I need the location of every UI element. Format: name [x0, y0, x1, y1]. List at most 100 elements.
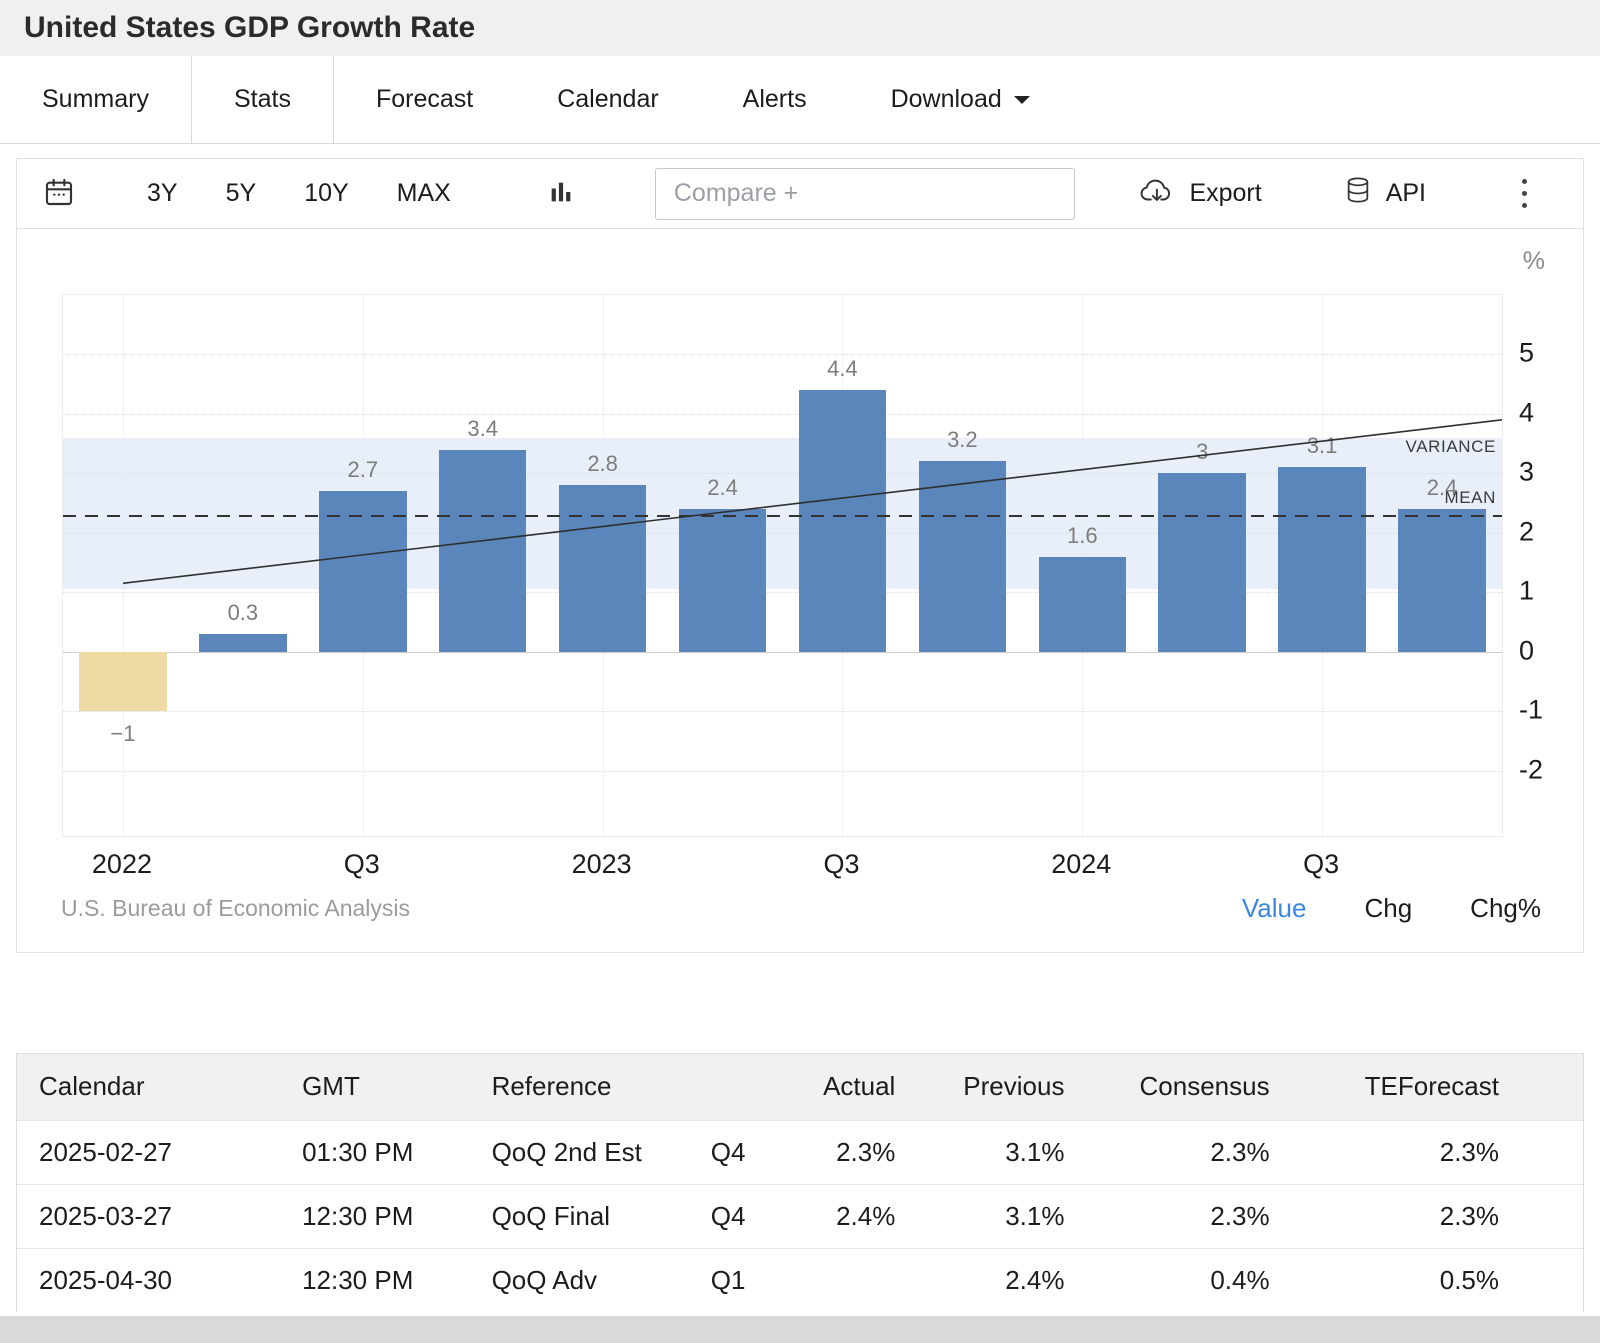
y-tick-label: 1	[1519, 575, 1535, 606]
bar	[678, 509, 767, 652]
gridline	[63, 592, 1502, 594]
bar-value-label: 4.4	[827, 356, 858, 382]
kebab-menu-icon	[1522, 176, 1527, 212]
database-icon	[1344, 175, 1372, 212]
cell: QoQ 2nd Est	[469, 1119, 689, 1184]
y-tick-label: 0	[1519, 635, 1535, 666]
y-tick-label: 5	[1519, 337, 1535, 368]
calendar-table-panel: Calendar GMT Reference Actual Previous Consen…	[16, 1053, 1584, 1312]
col-header-reference: Reference	[469, 1054, 689, 1120]
compare-input[interactable]	[654, 167, 1075, 220]
gridline	[63, 651, 1502, 653]
tab-calendar[interactable]: Calendar	[515, 56, 700, 143]
chart-panel: 3Y 5Y 10Y MAX Export	[16, 158, 1584, 953]
bar	[438, 449, 527, 652]
col-header-consensus: Consensus	[1072, 1054, 1278, 1120]
bar-value-label: 3	[1196, 439, 1209, 465]
bar	[79, 651, 167, 712]
bar	[1278, 467, 1366, 652]
cell: 2.4%	[903, 1247, 1073, 1312]
cell: 2.3%	[1072, 1119, 1278, 1184]
tab-forecast[interactable]: Forecast	[334, 56, 515, 143]
bottom-scrollbar[interactable]	[0, 1316, 1600, 1343]
tab-stats[interactable]: Stats	[192, 56, 334, 143]
range-5y-button[interactable]: 5Y	[225, 179, 257, 207]
y-tick-label: 4	[1519, 397, 1535, 428]
range-max-button[interactable]: MAX	[396, 179, 451, 207]
y-tick-label: 3	[1519, 456, 1535, 487]
table-row: 2025-04-30 12:30 PM QoQ Adv Q1 2.4% 0.4% 0.5%	[17, 1247, 1583, 1312]
x-tick-label: Q3	[343, 849, 380, 879]
cell: QoQ Adv	[469, 1247, 689, 1312]
table-row: 2025-03-27 12:30 PM QoQ Final Q4 2.4% 3.1% 2.3…	[17, 1183, 1583, 1248]
tab-summary[interactable]: Summary	[0, 56, 192, 143]
bar-value-label: 1.6	[1066, 522, 1098, 548]
cell: 2.3%	[1072, 1183, 1278, 1248]
cell: Q4	[688, 1119, 794, 1184]
calendar-icon	[43, 176, 75, 211]
bar-value-label: 3.4	[467, 415, 498, 441]
cloud-download-icon	[1139, 177, 1175, 211]
y-tick-label: -1	[1519, 694, 1544, 725]
api-button[interactable]: API	[1344, 175, 1426, 212]
cell: 2.3%	[793, 1119, 904, 1184]
tab-label: Calendar	[557, 85, 659, 113]
gridline	[63, 354, 1502, 356]
bar-value-label: 2.4	[707, 475, 738, 501]
cell: QoQ Final	[469, 1183, 689, 1248]
gridline	[63, 413, 1502, 415]
x-tick-label: 2022	[91, 849, 152, 879]
chart-toolbar: 3Y 5Y 10Y MAX Export	[17, 159, 1583, 229]
annotation-variance: VARIANCE	[1405, 436, 1496, 456]
y-axis-unit: %	[1522, 247, 1545, 275]
bar	[1398, 509, 1486, 652]
cell: 2.3%	[1277, 1183, 1583, 1248]
mean-line	[63, 514, 1502, 517]
y-tick-label: 2	[1519, 516, 1535, 547]
chart-footer: U.S. Bureau of Economic Analysis Value Ch…	[17, 889, 1583, 952]
tab-alerts[interactable]: Alerts	[701, 56, 849, 143]
range-10y-button[interactable]: 10Y	[304, 179, 349, 207]
bar-value-label: 3.1	[1306, 433, 1338, 459]
bar	[798, 390, 887, 652]
cell: 12:30 PM	[280, 1247, 470, 1312]
tab-download[interactable]: Download	[849, 56, 1072, 143]
x-tick-label: 2024	[1051, 849, 1112, 879]
calendar-button[interactable]	[43, 176, 75, 211]
y-tick-label: -2	[1519, 754, 1544, 785]
x-tick-label: 2023	[571, 849, 632, 879]
cell	[793, 1247, 904, 1312]
chevron-down-icon	[1013, 95, 1030, 112]
bar	[1158, 473, 1246, 652]
col-header-actual: Actual	[793, 1054, 904, 1120]
bar-value-label: 2.7	[347, 457, 379, 483]
export-button[interactable]: Export	[1139, 177, 1262, 211]
x-axis: 2022 Q3 2023 Q3 2024 Q3	[62, 849, 1503, 887]
col-header-previous: Previous	[903, 1054, 1073, 1120]
cell: 2.4%	[793, 1183, 904, 1248]
mode-chg[interactable]: Chg	[1364, 893, 1413, 923]
cell: 12:30 PM	[280, 1183, 470, 1248]
cell: 01:30 PM	[280, 1119, 470, 1184]
cell: 2025-03-27	[17, 1183, 281, 1248]
cell: 2025-04-30	[17, 1247, 281, 1312]
tab-label: Stats	[233, 85, 291, 113]
more-menu-button[interactable]	[1518, 172, 1531, 216]
api-label: API	[1385, 179, 1426, 207]
mode-value[interactable]: Value	[1241, 893, 1307, 923]
cell: 3.1%	[903, 1119, 1073, 1184]
chart-plot: −1 0.3 2.7 3.4 2.8 2.4 4.4 3.2 1.6 3 3.1 2.4 VARIANC…	[62, 294, 1503, 837]
col-header-calendar: Calendar	[17, 1054, 281, 1120]
cell: 0.4%	[1072, 1247, 1278, 1312]
mode-chgpct[interactable]: Chg%	[1470, 893, 1541, 923]
toolbar-right: Export API	[1139, 172, 1557, 216]
range-3y-button[interactable]: 3Y	[147, 179, 178, 207]
annotation-mean: MEAN	[1444, 488, 1496, 508]
gridline	[122, 295, 124, 836]
cell: 0.5%	[1277, 1247, 1583, 1312]
mode-links: Value Chg Chg%	[1184, 893, 1541, 924]
chart-type-button[interactable]	[547, 178, 575, 209]
tab-bar: Summary Stats Forecast Calendar Alerts Downlo…	[0, 56, 1600, 144]
bar	[558, 485, 647, 652]
bar-value-label: 2.8	[587, 451, 618, 477]
